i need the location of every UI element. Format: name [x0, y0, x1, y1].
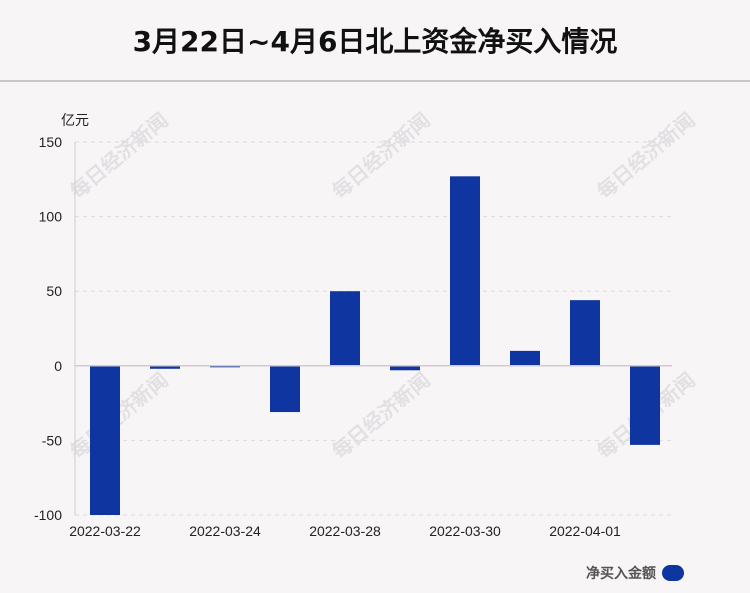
y-tick-label: -100: [34, 507, 62, 523]
x-tick-label: 2022-03-28: [309, 523, 381, 539]
bar-2022-03-25: [270, 365, 300, 413]
legend-swatch: [662, 565, 684, 581]
y-unit-label: 亿元: [61, 113, 89, 129]
y-tick-label: 150: [39, 134, 63, 150]
y-tick-label: 0: [54, 358, 62, 374]
x-tick-label: 2022-03-24: [189, 523, 261, 539]
bar-2022-03-30: [450, 176, 480, 366]
y-tick-label: 100: [39, 209, 63, 225]
bar-2022-03-23: [150, 365, 180, 369]
y-tick-label: 50: [46, 283, 62, 299]
title-divider: [0, 80, 750, 82]
x-tick-label: 2022-03-30: [429, 523, 501, 539]
bar-2022-03-29: [390, 365, 420, 371]
bar-2022-03-31: [510, 350, 540, 366]
legend: 净买入金额: [586, 563, 684, 583]
bar-2022-03-22: [90, 365, 120, 515]
bar-2022-04-01: [570, 300, 600, 366]
bar-2022-04-06: [630, 365, 660, 445]
bar-2022-03-28: [330, 291, 360, 366]
x-tick-label: 2022-04-01: [549, 523, 621, 539]
chart-title: 3月22日~4月6日北上资金净买入情况: [132, 25, 618, 58]
legend-label: 净买入金额: [586, 566, 656, 582]
x-tick-label: 2022-03-22: [69, 523, 141, 539]
y-tick-label: -50: [42, 432, 62, 448]
